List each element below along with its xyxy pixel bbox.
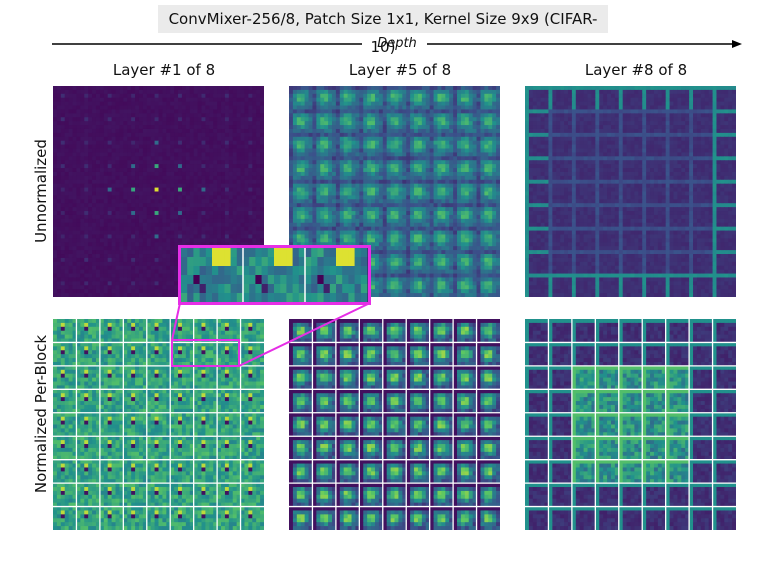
column-label-layer-8: Layer #8 of 8: [584, 61, 688, 79]
heatmap-unnormalized-layer-8: [525, 86, 736, 297]
heatmap-unnormalized-layer-5: [289, 86, 500, 297]
column-label-layer-1: Layer #1 of 8: [112, 61, 216, 79]
row-label-unnormalized: Unnormalized: [32, 139, 50, 243]
row-label-normalized: Normalized Per-Block: [32, 334, 50, 494]
heatmap-normalized-layer-8: [525, 319, 736, 530]
zoomed-inset: [178, 245, 371, 305]
heatmap-unnormalized-layer-1: [53, 86, 264, 297]
depth-label: Depth: [377, 36, 417, 51]
figure-title: ConvMixer-256/8, Patch Size 1x1, Kernel …: [158, 5, 608, 56]
column-label-layer-5: Layer #5 of 8: [348, 61, 452, 79]
depth-axis: Depth: [52, 34, 742, 54]
heatmap-normalized-layer-5: [289, 319, 500, 530]
heatmap-normalized-layer-1: [53, 319, 264, 530]
